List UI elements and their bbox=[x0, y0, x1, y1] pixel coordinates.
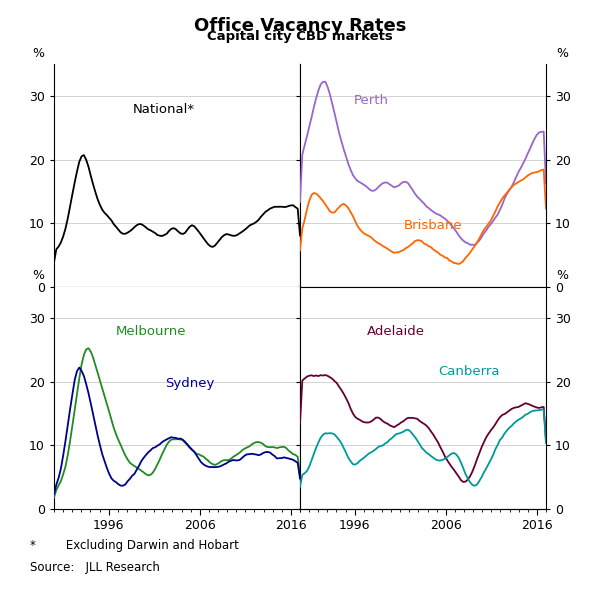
Text: %: % bbox=[556, 269, 568, 282]
Text: Perth: Perth bbox=[354, 95, 389, 107]
Text: %: % bbox=[556, 47, 568, 60]
Text: *        Excluding Darwin and Hobart: * Excluding Darwin and Hobart bbox=[30, 539, 239, 552]
Text: %: % bbox=[32, 47, 44, 60]
Text: Brisbane: Brisbane bbox=[403, 219, 462, 232]
Text: %: % bbox=[32, 269, 44, 282]
Text: Melbourne: Melbourne bbox=[115, 326, 186, 338]
Text: Adelaide: Adelaide bbox=[367, 326, 424, 338]
Text: National*: National* bbox=[133, 104, 195, 116]
Text: Sydney: Sydney bbox=[164, 376, 214, 389]
Text: Capital city CBD markets: Capital city CBD markets bbox=[207, 30, 393, 43]
Text: Canberra: Canberra bbox=[438, 365, 499, 379]
Text: Office Vacancy Rates: Office Vacancy Rates bbox=[194, 17, 406, 35]
Text: Source:   JLL Research: Source: JLL Research bbox=[30, 561, 160, 574]
